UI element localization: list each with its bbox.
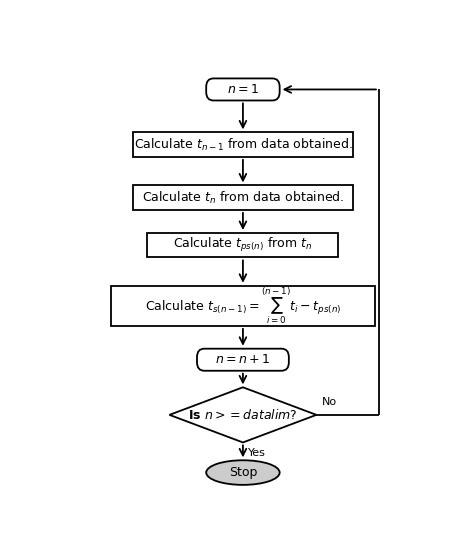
Bar bbox=[110, 285, 375, 326]
Text: No: No bbox=[322, 397, 337, 407]
FancyBboxPatch shape bbox=[197, 349, 289, 371]
Ellipse shape bbox=[206, 460, 280, 485]
Text: $\mathbf{Is}$ $n >= datalim$?: $\mathbf{Is}$ $n >= datalim$? bbox=[188, 408, 298, 422]
Text: $n = 1$: $n = 1$ bbox=[227, 83, 259, 96]
Text: Calculate $t_{s(n-1)} = \sum_{i=0}^{(n-1)} t_i - t_{ps(n)}$: Calculate $t_{s(n-1)} = \sum_{i=0}^{(n-1… bbox=[145, 285, 341, 326]
Polygon shape bbox=[169, 387, 316, 442]
FancyBboxPatch shape bbox=[206, 78, 280, 100]
Bar bbox=[133, 132, 353, 157]
Text: $n = n + 1$: $n = n + 1$ bbox=[215, 353, 271, 366]
Text: Calculate $t_{n}$ from data obtained.: Calculate $t_{n}$ from data obtained. bbox=[142, 190, 344, 206]
Text: Calculate $t_{ps(n)}$ from $t_n$: Calculate $t_{ps(n)}$ from $t_n$ bbox=[173, 236, 312, 254]
Bar bbox=[133, 185, 353, 210]
Text: Calculate $t_{n-1}$ from data obtained.: Calculate $t_{n-1}$ from data obtained. bbox=[134, 137, 352, 153]
Text: Stop: Stop bbox=[229, 466, 257, 479]
Text: Yes: Yes bbox=[248, 447, 266, 457]
Bar bbox=[147, 233, 338, 257]
